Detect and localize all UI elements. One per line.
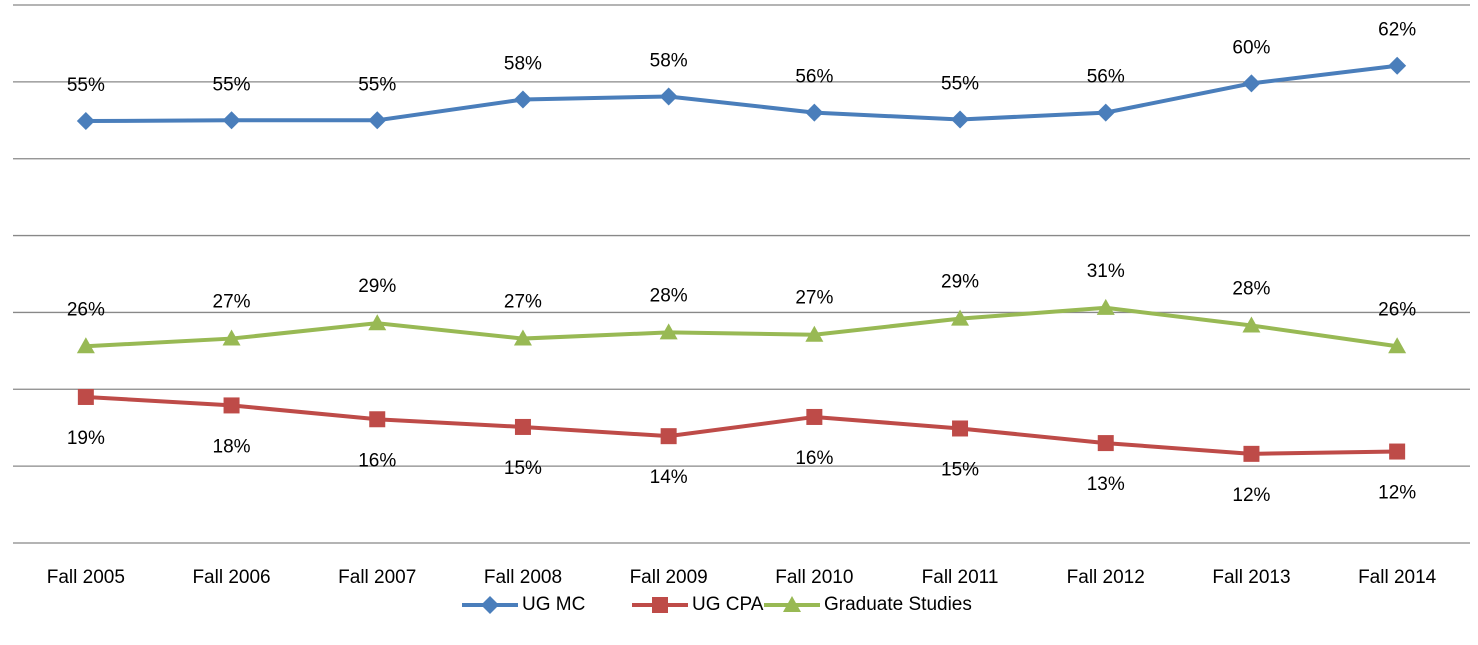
data-label: 16% bbox=[358, 450, 396, 471]
marker bbox=[1242, 316, 1261, 333]
data-label: 26% bbox=[67, 299, 105, 320]
data-label: 27% bbox=[504, 292, 542, 313]
data-label: 29% bbox=[941, 272, 979, 293]
legend-label: Graduate Studies bbox=[824, 594, 972, 615]
marker bbox=[222, 111, 241, 130]
data-label: 56% bbox=[795, 67, 833, 88]
marker bbox=[514, 418, 531, 435]
marker bbox=[659, 323, 678, 340]
marker bbox=[368, 111, 387, 130]
marker bbox=[1243, 445, 1260, 462]
x-tick-label: Fall 2014 bbox=[1358, 567, 1437, 588]
marker bbox=[76, 112, 95, 131]
data-label: 12% bbox=[1232, 485, 1270, 506]
x-tick-label: Fall 2008 bbox=[484, 567, 562, 588]
x-tick-label: Fall 2013 bbox=[1212, 567, 1290, 588]
marker bbox=[952, 420, 969, 437]
marker bbox=[1242, 74, 1261, 93]
legend-label: UG MC bbox=[522, 594, 585, 615]
data-label: 55% bbox=[67, 75, 105, 96]
marker bbox=[1388, 56, 1407, 75]
data-label: 14% bbox=[650, 467, 688, 488]
data-label: 27% bbox=[795, 288, 833, 309]
x-tick-label: Fall 2005 bbox=[47, 567, 125, 588]
data-label: 56% bbox=[1087, 67, 1125, 88]
marker bbox=[513, 329, 532, 346]
data-label: 62% bbox=[1378, 20, 1416, 41]
series-line bbox=[85, 305, 1398, 349]
marker bbox=[368, 314, 387, 331]
series-line bbox=[85, 394, 1398, 456]
data-label: 19% bbox=[67, 428, 105, 449]
marker bbox=[369, 411, 386, 428]
marker bbox=[660, 428, 677, 445]
marker bbox=[659, 87, 678, 106]
x-tick-label: Fall 2012 bbox=[1067, 567, 1145, 588]
data-label: 55% bbox=[358, 74, 396, 95]
x-tick-label: Fall 2006 bbox=[192, 567, 270, 588]
data-label: 15% bbox=[941, 459, 979, 480]
data-label: 29% bbox=[358, 276, 396, 297]
marker bbox=[652, 597, 668, 613]
marker bbox=[805, 325, 824, 342]
marker bbox=[481, 596, 499, 614]
x-tick-label: Fall 2009 bbox=[630, 567, 708, 588]
marker bbox=[951, 309, 970, 326]
marker bbox=[513, 90, 532, 109]
data-label: 26% bbox=[1378, 299, 1416, 320]
marker bbox=[951, 110, 970, 129]
marker bbox=[805, 103, 824, 122]
data-label: 18% bbox=[213, 436, 251, 457]
marker bbox=[1096, 298, 1115, 315]
marker bbox=[223, 397, 240, 414]
data-label: 58% bbox=[504, 54, 542, 75]
x-tick-label: Fall 2010 bbox=[775, 567, 853, 588]
marker bbox=[806, 408, 823, 425]
data-label: 55% bbox=[213, 74, 251, 95]
marker bbox=[1389, 443, 1406, 460]
marker bbox=[77, 388, 94, 405]
data-label: 60% bbox=[1232, 37, 1270, 58]
marker bbox=[1097, 435, 1114, 452]
data-label: 27% bbox=[213, 292, 251, 313]
marker bbox=[1096, 103, 1115, 122]
data-label: 15% bbox=[504, 458, 542, 479]
marker bbox=[783, 596, 801, 612]
x-tick-label: Fall 2011 bbox=[922, 567, 999, 588]
legend-label: UG CPA bbox=[692, 594, 764, 615]
data-label: 58% bbox=[650, 50, 688, 71]
data-label: 28% bbox=[650, 285, 688, 306]
x-tick-label: Fall 2007 bbox=[338, 567, 416, 588]
data-label: 16% bbox=[795, 448, 833, 469]
marker bbox=[222, 329, 241, 346]
data-label: 31% bbox=[1087, 261, 1125, 282]
data-label: 13% bbox=[1087, 474, 1125, 495]
data-label: 12% bbox=[1378, 483, 1416, 504]
marker bbox=[1388, 337, 1407, 354]
marker bbox=[76, 337, 95, 354]
series-line bbox=[85, 63, 1398, 124]
data-label: 55% bbox=[941, 74, 979, 95]
data-label: 28% bbox=[1232, 279, 1270, 300]
